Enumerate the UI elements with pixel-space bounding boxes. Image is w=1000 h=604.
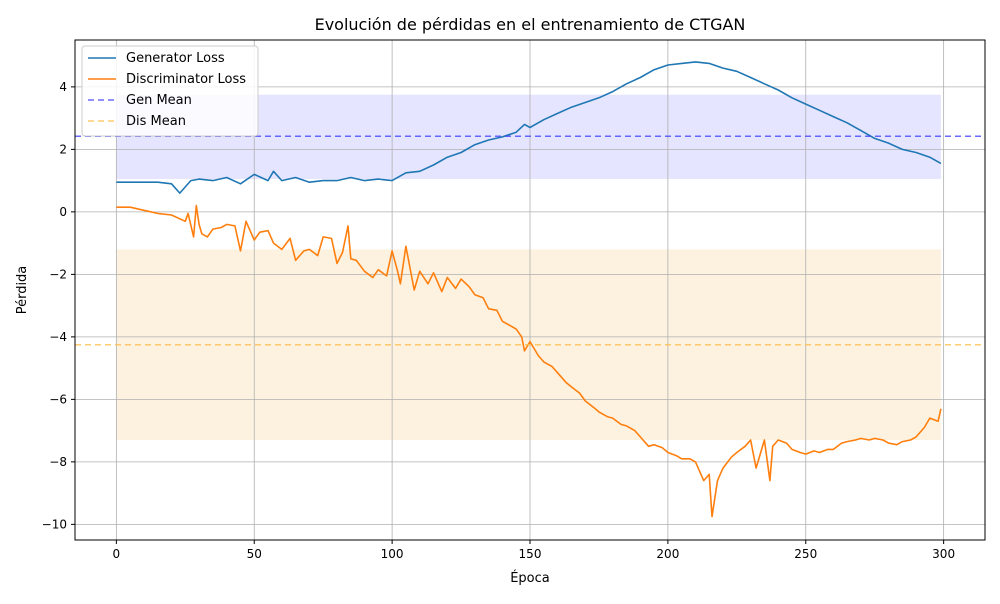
x-tick-label: 50: [247, 547, 262, 561]
legend-label: Gen Mean: [126, 93, 192, 108]
legend-label: Dis Mean: [126, 114, 186, 129]
x-tick-label: 150: [519, 547, 542, 561]
chart-title: Evolución de pérdidas en el entrenamient…: [315, 15, 746, 34]
x-axis-label: Época: [510, 570, 550, 586]
legend-label: Discriminator Loss: [126, 72, 246, 87]
y-tick-label: 0: [59, 205, 67, 219]
y-tick-label: −4: [49, 330, 67, 344]
x-tick-label: 100: [381, 547, 404, 561]
y-tick-label: 2: [59, 142, 67, 156]
y-tick-label: −6: [49, 392, 67, 406]
series-line-1: [116, 204, 942, 518]
legend-label: Generator Loss: [126, 51, 225, 66]
legend-box: [81, 45, 259, 137]
y-axis-label: Pérdida: [15, 266, 30, 315]
y-tick-label: −8: [49, 455, 67, 469]
legend: Generator Loss Discriminator Loss Gen Mean…: [81, 45, 259, 137]
plot-area: 0 50 100 150 200 250 300 −10 −8 −6 −4 −2 0 2 4: [42, 39, 986, 561]
y-tick-label: −10: [42, 517, 67, 531]
series-line-0: [116, 61, 942, 194]
x-tick-label: 250: [794, 547, 817, 561]
y-tick-label: −2: [49, 267, 67, 281]
x-tick-label: 300: [932, 547, 955, 561]
x-tick-label: 0: [113, 547, 121, 561]
y-tick-label: 4: [59, 80, 67, 94]
x-tick-label: 200: [656, 547, 679, 561]
